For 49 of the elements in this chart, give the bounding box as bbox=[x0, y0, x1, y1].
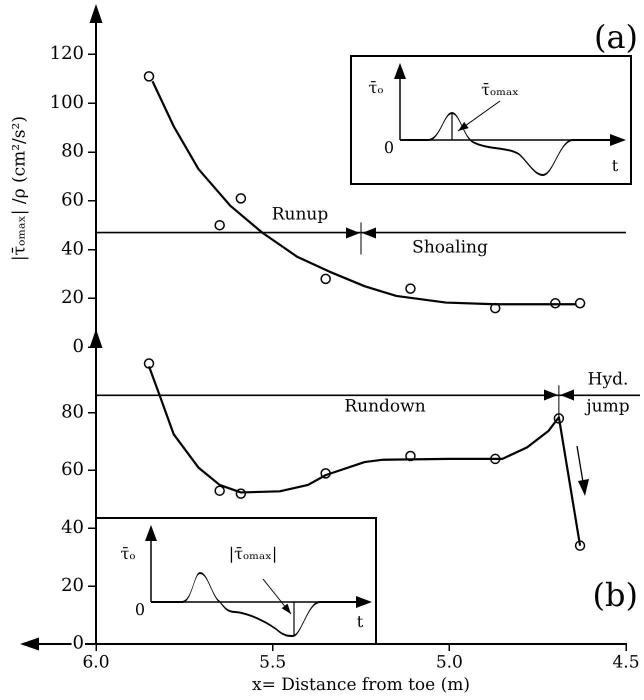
y-tick-label: 0 bbox=[72, 632, 84, 654]
y-tick-label: 20 bbox=[61, 287, 84, 308]
point bbox=[405, 450, 416, 462]
y-tick-label: 0 bbox=[72, 336, 84, 357]
annotation: 0 bbox=[134, 600, 145, 619]
point bbox=[144, 71, 154, 82]
annotation: t bbox=[612, 156, 619, 175]
annotation: |τ̄ₒₘₐₓ| bbox=[228, 544, 278, 563]
point bbox=[214, 220, 225, 230]
x-tick-label: 5.0 bbox=[436, 652, 463, 673]
annotation: Hyd. bbox=[588, 369, 628, 390]
point bbox=[320, 468, 331, 479]
point bbox=[214, 485, 225, 496]
x-axis-title: x= Distance from toe (m) bbox=[252, 675, 470, 696]
point bbox=[554, 413, 564, 424]
annotation: τ̄ₒ bbox=[368, 78, 384, 97]
x-tick-label: 4.5 bbox=[612, 652, 640, 673]
annotation: Rundown bbox=[344, 396, 426, 416]
y-tick-label: 60 bbox=[61, 459, 84, 480]
y-tick-label: 40 bbox=[61, 516, 84, 538]
y-tick-label: 40 bbox=[61, 238, 84, 260]
point bbox=[490, 302, 501, 314]
y-tick-label: 20 bbox=[61, 574, 84, 596]
point bbox=[236, 193, 246, 204]
annotation: τ̄ₒₘₐₓ bbox=[481, 80, 519, 99]
y-tick-label: 100 bbox=[50, 92, 84, 113]
annotation: jump bbox=[584, 396, 630, 416]
y-tick-label: 80 bbox=[61, 140, 84, 162]
y-tick-label: 120 bbox=[50, 43, 84, 64]
point bbox=[574, 298, 586, 309]
point bbox=[490, 454, 501, 464]
annotation: 0 bbox=[384, 138, 394, 157]
point bbox=[574, 540, 586, 551]
y-tick-label: 80 bbox=[61, 401, 84, 422]
point bbox=[405, 283, 416, 294]
annotation: t bbox=[356, 612, 364, 631]
point bbox=[550, 298, 561, 309]
point bbox=[144, 358, 154, 369]
chart-title: (a) bbox=[594, 18, 638, 56]
x-tick-label: 5.5 bbox=[259, 652, 286, 673]
annotation: τ̄ₒ bbox=[120, 544, 136, 563]
x-tick-label: 6.0 bbox=[82, 652, 110, 673]
y-tick-label: 60 bbox=[61, 189, 84, 210]
y-axis-title: |τ̄ₒₘₐₓ| /ρ (cm²/s²) bbox=[10, 116, 30, 262]
point bbox=[320, 274, 331, 284]
annotation: Runup bbox=[272, 204, 328, 224]
point bbox=[236, 488, 246, 499]
text: (b) bbox=[592, 576, 638, 614]
annotation: Shoaling bbox=[412, 237, 488, 258]
